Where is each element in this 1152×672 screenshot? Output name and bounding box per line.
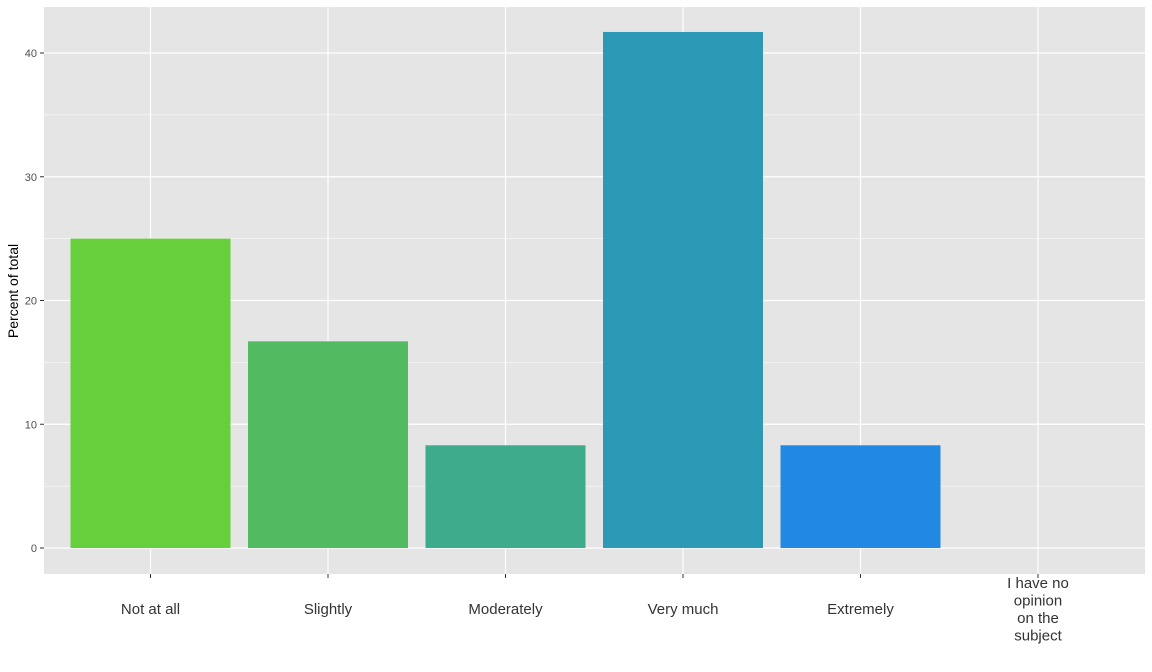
bar — [425, 445, 586, 548]
y-tick-label: 20 — [25, 296, 37, 308]
bar — [780, 445, 941, 548]
y-axis: 0 10 20 30 40 — [25, 48, 44, 555]
bar — [248, 341, 408, 548]
x-tick-label: Not at all — [121, 601, 180, 618]
x-tick-label: Very much — [648, 601, 719, 618]
y-tick-label: 40 — [25, 48, 37, 60]
bar — [603, 31, 763, 548]
y-tick-label: 10 — [25, 419, 37, 431]
x-axis: Not at all Slightly Moderately Very much Ext… — [121, 574, 1069, 644]
y-tick-label: 0 — [31, 543, 37, 555]
y-axis-title: Percent of total — [5, 244, 21, 338]
x-tick-label: Moderately — [468, 601, 543, 618]
bar — [70, 238, 231, 548]
y-tick-label: 30 — [25, 172, 37, 184]
x-tick-label: I have no opinion on the subject — [1007, 575, 1069, 645]
x-tick-label: Extremely — [827, 601, 894, 618]
bars — [70, 31, 941, 548]
x-tick-label: Slightly — [304, 601, 353, 618]
